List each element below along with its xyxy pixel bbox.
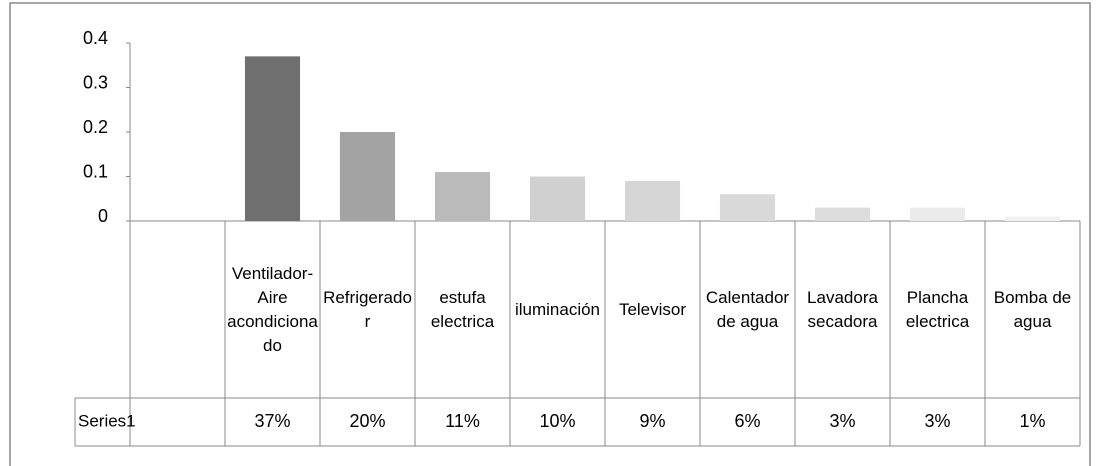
data-table-value: 1% <box>1019 411 1045 431</box>
y-tick-label: 0.3 <box>83 72 108 92</box>
category-label: iluminación <box>514 299 601 319</box>
data-table-value: 11% <box>445 411 480 431</box>
category-label: Refrigerador <box>323 287 412 331</box>
bar <box>814 207 871 221</box>
data-table-value: 10% <box>539 411 575 431</box>
data-table-value: 20% <box>349 411 385 431</box>
data-table-value: 3% <box>924 411 950 431</box>
category-label: Lavadora secadora <box>807 287 878 331</box>
bar <box>624 180 681 221</box>
bar <box>339 132 396 221</box>
bar <box>434 172 491 221</box>
series-name: Series1 <box>78 411 136 430</box>
category-label: estufa electrica <box>430 287 495 331</box>
category-label: Calentador de agua <box>705 287 790 331</box>
bar <box>529 176 586 221</box>
bar <box>244 56 301 221</box>
data-table-value: 6% <box>734 411 760 431</box>
category-label: Ventilador-Aire acondicionado <box>227 263 318 355</box>
bar <box>1004 216 1061 221</box>
bar <box>719 194 776 221</box>
category-label: Plancha electrica <box>905 287 970 331</box>
bar <box>909 207 966 221</box>
category-label: Bomba de agua <box>993 287 1072 331</box>
chart-border <box>9 2 1091 466</box>
data-table-value: 3% <box>829 411 855 431</box>
y-tick-label: 0 <box>98 206 108 226</box>
y-tick-label: 0.2 <box>83 117 108 137</box>
y-tick-label: 0.4 <box>83 28 108 48</box>
data-table-value: 37% <box>254 411 290 431</box>
category-label: Televisor <box>618 299 687 319</box>
y-tick-label: 0.1 <box>83 161 108 181</box>
data-table-value: 9% <box>639 411 665 431</box>
